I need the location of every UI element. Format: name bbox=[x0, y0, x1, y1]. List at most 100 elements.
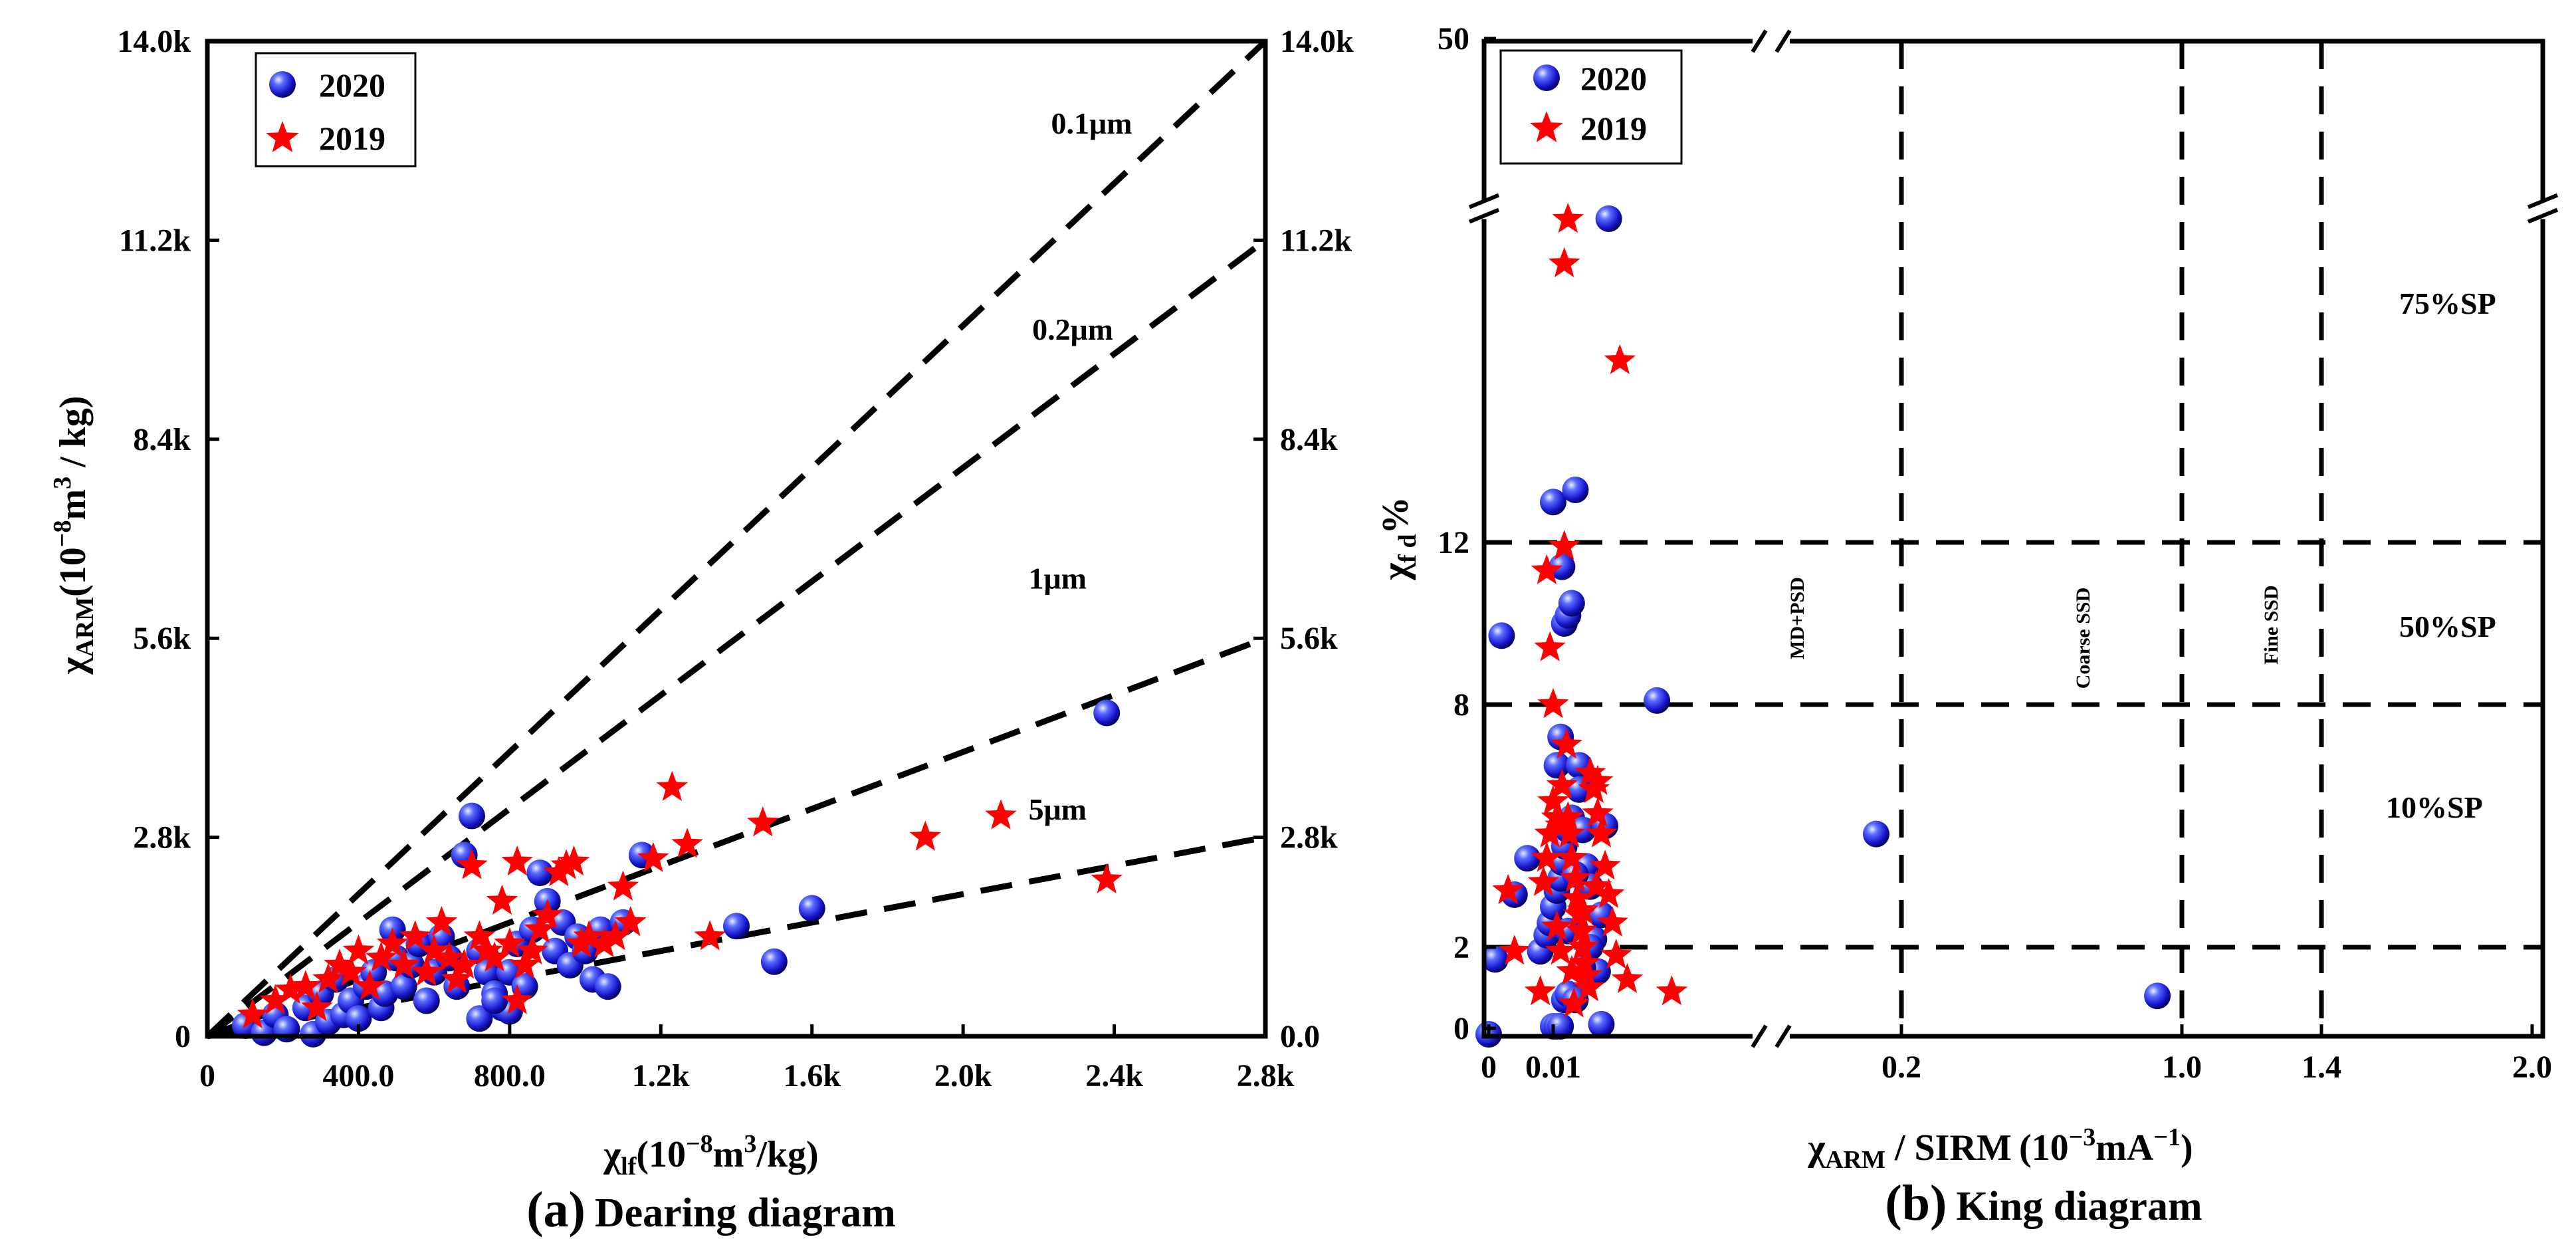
point-2020-52 bbox=[466, 1005, 493, 1032]
x-tick-label: 2.0k bbox=[934, 1058, 992, 1093]
x-tick-label: 1.0 bbox=[2162, 1050, 2202, 1085]
band-label-10sp: 10%SP bbox=[2386, 790, 2483, 824]
x-tick-label: 0.01 bbox=[1525, 1050, 1581, 1085]
y-axis-ticks-right: 0.0 2.8k 5.6k 8.4k 11.2k 14.0k bbox=[1253, 24, 1354, 1054]
point-2019-43 bbox=[747, 806, 779, 837]
x-axis-ticks: 0 0.01 0.2 1.0 1.4 2.0 bbox=[1481, 1024, 2552, 1085]
point-2019-11 bbox=[376, 927, 409, 958]
point-2019-9 bbox=[1537, 785, 1569, 816]
legend-marker-2019 bbox=[266, 121, 299, 152]
point-2019-39 bbox=[637, 842, 669, 872]
reference-lines bbox=[205, 39, 1268, 1040]
point-2019-12 bbox=[1546, 768, 1578, 799]
x-tick-label: 0 bbox=[1481, 1050, 1497, 1085]
point-2019-14 bbox=[411, 955, 443, 986]
point-2020-54 bbox=[481, 987, 508, 1014]
point-2019-17 bbox=[1552, 801, 1584, 832]
point-2019-8 bbox=[342, 934, 375, 965]
point-2019-19 bbox=[1556, 842, 1588, 872]
point-2019-2 bbox=[274, 973, 306, 1004]
point-2020-18 bbox=[390, 973, 417, 1000]
legend-marker-2020 bbox=[1533, 64, 1560, 91]
point-2019-21 bbox=[1560, 882, 1593, 913]
reference-line-0 bbox=[205, 39, 1268, 1039]
x-axis-label: χARM / SIRM (10−3mA−1) bbox=[1807, 1123, 2193, 1174]
y-tick-label: 5.6k bbox=[133, 621, 191, 656]
point-2019-45 bbox=[985, 799, 1017, 830]
point-2019-41 bbox=[1556, 955, 1588, 985]
y-tick-label-right: 2.8k bbox=[1280, 820, 1338, 855]
caption-a: (a) Dearing diagram bbox=[526, 1182, 896, 1238]
point-2019-23 bbox=[479, 941, 510, 972]
point-2019-40 bbox=[1545, 935, 1576, 965]
x-tick-label: 2.4k bbox=[1085, 1058, 1143, 1093]
x-tick-label: 2.0 bbox=[2512, 1050, 2552, 1085]
y-axis-label: χARM(10−8m3 / kg) bbox=[49, 396, 99, 675]
x-break-top-1 bbox=[1751, 29, 1768, 53]
point-2020-49 bbox=[760, 948, 788, 975]
point-2020-46 bbox=[2144, 982, 2171, 1010]
point-2019-8 bbox=[1537, 688, 1569, 719]
legend: 2020 2019 bbox=[255, 52, 417, 168]
point-2020-51 bbox=[1093, 699, 1121, 727]
data-points bbox=[1475, 203, 2171, 1048]
point-2020-4 bbox=[1514, 845, 1541, 872]
y-break-right-1 bbox=[2527, 193, 2559, 209]
point-2019-13 bbox=[399, 920, 431, 951]
point-2020-2 bbox=[1488, 622, 1515, 649]
y-tick-label: 11.2k bbox=[119, 223, 191, 258]
band-label-75sp: 75%SP bbox=[2399, 286, 2496, 320]
line-labels: 0.1μm 0.2μm 1μm 5μm bbox=[1029, 106, 1132, 826]
y-axis-ticks: 0 2.8k 5.6k 8.4k 11.2k 14.0k bbox=[117, 24, 219, 1054]
point-2019-39 bbox=[1541, 910, 1573, 941]
point-2019-0 bbox=[1492, 873, 1524, 905]
point-2019-32 bbox=[1589, 850, 1621, 880]
point-2019-0 bbox=[237, 998, 268, 1029]
region-label-fine-ssd: Fine SSD bbox=[2260, 585, 2282, 664]
point-2019-31 bbox=[1585, 817, 1618, 848]
y-break-left-2 bbox=[1468, 207, 1500, 224]
legend-label-2019: 2019 bbox=[319, 120, 385, 157]
point-2020-44 bbox=[1644, 687, 1671, 714]
point-2019-35 bbox=[573, 920, 605, 951]
domain-dividers bbox=[1484, 41, 2543, 1036]
point-2019-4 bbox=[301, 991, 333, 1022]
band-label-50sp: 50%SP bbox=[2399, 610, 2496, 643]
point-2019-15 bbox=[1552, 203, 1584, 233]
point-2020-45 bbox=[594, 973, 621, 1000]
point-2019-35 bbox=[1600, 939, 1632, 969]
legend-label-2020: 2020 bbox=[1580, 60, 1647, 97]
point-2019-6 bbox=[324, 949, 356, 979]
y-tick-label: 2 bbox=[1453, 930, 1469, 965]
point-2019-37 bbox=[599, 920, 631, 951]
point-2019-26 bbox=[501, 846, 533, 876]
point-2019-1 bbox=[1499, 935, 1531, 965]
point-2019-9 bbox=[354, 970, 386, 1000]
point-2019-32 bbox=[550, 849, 582, 879]
king-diagram: 0 0.01 0.2 1.0 1.4 2.0 0 2 8 12 50 MD+PSD Coarse … bbox=[1375, 21, 2559, 1231]
point-2019-26 bbox=[1570, 959, 1602, 989]
point-2020-25 bbox=[1540, 489, 1566, 516]
point-2020-1 bbox=[1481, 946, 1509, 973]
y-break-left-1 bbox=[1468, 193, 1500, 209]
region-label-coarse-ssd: Coarse SSD bbox=[2072, 588, 2094, 689]
point-2019-33 bbox=[558, 846, 590, 876]
point-2019-37 bbox=[1611, 963, 1644, 993]
legend: 2020 2019 bbox=[1499, 49, 1683, 165]
x-tick-label: 2.8k bbox=[1237, 1058, 1295, 1093]
point-2020-48 bbox=[723, 913, 750, 940]
point-2020-45 bbox=[1863, 820, 1889, 848]
point-2019-30 bbox=[531, 899, 564, 929]
legend-marker-2019 bbox=[1530, 111, 1563, 142]
x-tick-label: 1.4 bbox=[2302, 1050, 2341, 1085]
x-tick-label: 0 bbox=[199, 1058, 215, 1093]
point-2019-48 bbox=[607, 870, 639, 901]
point-2019-7 bbox=[1534, 631, 1566, 661]
reference-line-2 bbox=[206, 635, 1267, 1040]
x-axis-ticks: 0 400.0 800.0 1.2k 1.6k 2.0k 2.4k 2.8k bbox=[199, 1024, 1295, 1093]
point-2019-20 bbox=[1559, 861, 1592, 892]
point-2019-42 bbox=[1558, 987, 1590, 1018]
point-2019-12 bbox=[387, 949, 420, 979]
point-2019-43 bbox=[1566, 894, 1599, 925]
